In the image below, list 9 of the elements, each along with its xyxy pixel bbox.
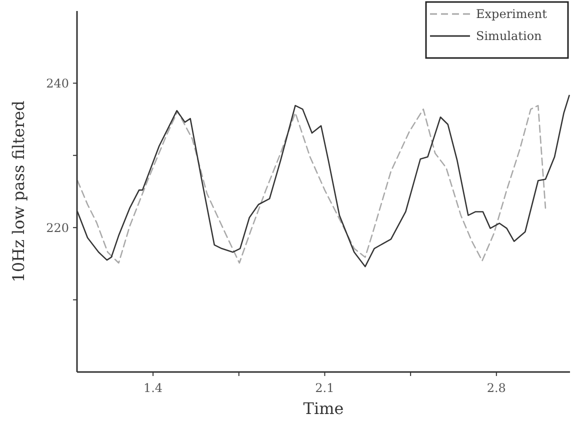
x-tick-label: 2.8 xyxy=(486,381,506,395)
y-tick-label: 240 xyxy=(46,76,69,90)
legend-label: Simulation xyxy=(476,29,542,44)
y-axis-title: 10Hz low pass filtered xyxy=(9,100,28,282)
x-axis-title: Time xyxy=(303,399,344,418)
legend-label: Experiment xyxy=(476,7,548,22)
x-tick-label: 1.4 xyxy=(143,381,163,395)
x-tick-label: 2.1 xyxy=(315,381,334,395)
y-tick-label: 220 xyxy=(46,220,69,235)
